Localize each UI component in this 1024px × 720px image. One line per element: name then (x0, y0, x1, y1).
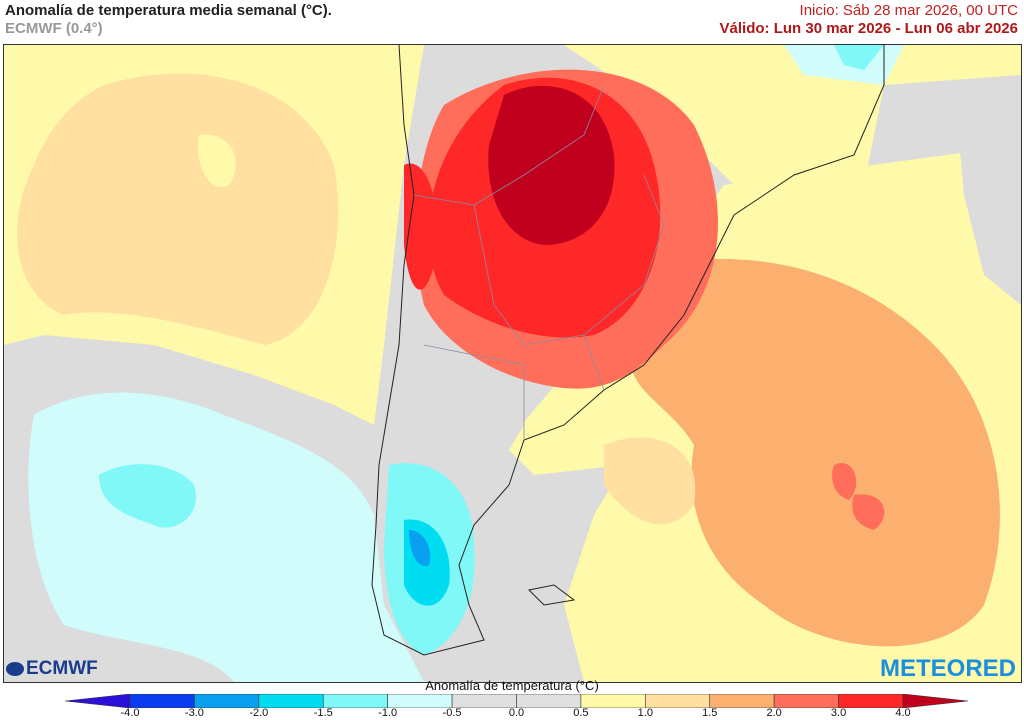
colorbar-segment (258, 694, 324, 708)
colorbar-segment (129, 694, 195, 708)
colorbar-under-arrow (64, 694, 131, 708)
meteored-logo: METEORED (879, 655, 1016, 682)
init-time: Inicio: Sáb 28 mar 2026, 00 UTC (799, 2, 1018, 19)
ecmwf-logo: ECMWF (6, 658, 98, 680)
colorbar-segment (322, 694, 388, 708)
colorbar-tick-label: -1.5 (313, 707, 333, 719)
map-canvas (4, 45, 1021, 682)
colorbar-segment (451, 694, 517, 708)
map-title: Anomalía de temperatura media semanal (°… (5, 2, 332, 19)
anomaly-fields (4, 45, 1021, 682)
colorbar-segment (387, 694, 453, 708)
colorbar-tick-label: -3.0 (184, 707, 204, 719)
colorbar-tick-label: 1.5 (702, 707, 718, 719)
field-atlantic-orange (630, 258, 1000, 647)
colorbar-title: Anomalía de temperatura (°C) (425, 678, 599, 693)
field-heat-max (488, 85, 615, 245)
ecmwf-emblem-icon (6, 662, 24, 676)
colorbar-segment (580, 694, 646, 708)
colorbar-tick-label: 4.0 (895, 707, 911, 719)
colorbar-tick-label: -0.5 (442, 707, 462, 719)
coastlines (371, 45, 885, 656)
valid-period: Válido: Lun 30 mar 2026 - Lun 06 abr 202… (719, 20, 1018, 37)
field-pacific-cool (28, 392, 424, 682)
colorbar-tick-label: -1.0 (378, 707, 398, 719)
model-label: ECMWF (0.4°) (5, 20, 103, 37)
colorbar-over-arrow (902, 694, 969, 708)
colorbar-tick-label: 3.0 (830, 707, 847, 719)
colorbar-tick-label: 0.5 (573, 707, 589, 719)
colorbar-tick-label: 1.0 (637, 707, 653, 719)
colorbar-segment (516, 694, 582, 708)
colorbar-tick-label: 0.0 (508, 707, 525, 719)
colorbar-tick-label: -2.0 (249, 707, 269, 719)
colorbar-segment (838, 694, 904, 708)
anomaly-map (3, 44, 1022, 683)
colorbar-segment (773, 694, 839, 708)
colorbar-segment (645, 694, 711, 708)
colorbar-tick-label: 2.0 (766, 707, 782, 719)
colorbar (64, 694, 969, 708)
borders (413, 84, 665, 440)
colorbar-segment (709, 694, 775, 708)
colorbar-segment (194, 694, 260, 708)
field-pacific-orange (17, 73, 339, 345)
colorbar-tick-label: -4.0 (120, 707, 140, 719)
